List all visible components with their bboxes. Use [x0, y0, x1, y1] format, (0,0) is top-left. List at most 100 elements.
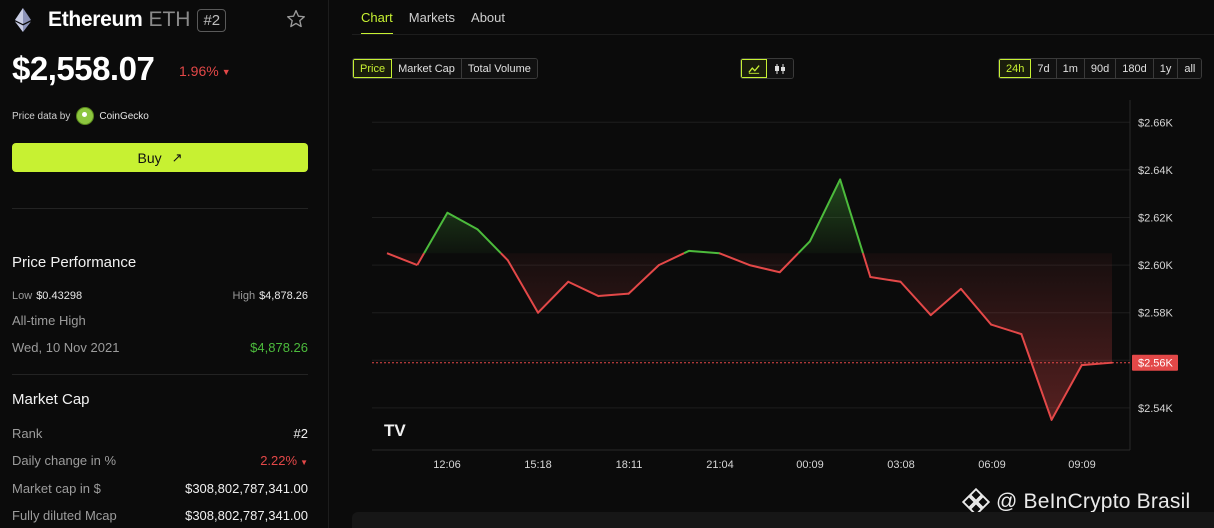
high-group: High $4,878.26	[232, 290, 308, 302]
x-tick-label: 09:09	[1068, 459, 1096, 471]
price-line-segment	[423, 212, 449, 254]
price-change-value: 1.96%	[179, 63, 219, 79]
watermark: @ BeInCrypto Brasil	[962, 488, 1190, 516]
x-tick-label: 15:18	[524, 459, 552, 471]
range-180d-button[interactable]: 180d	[1116, 59, 1154, 78]
area-above-baseline	[387, 179, 1112, 254]
tab-divider	[352, 34, 1214, 35]
price-data-label: Price data by	[12, 110, 71, 122]
price-metric-button[interactable]: Price	[353, 59, 393, 78]
x-tick-label: 06:09	[978, 459, 1006, 471]
tradingview-logo-icon: TV	[384, 421, 406, 440]
coingecko-logo-icon	[76, 107, 95, 125]
fdv-value: $308,802,787,341.00	[185, 508, 308, 523]
range-90d-button[interactable]: 90d	[1084, 59, 1117, 78]
daily-change-label: Daily change in %	[12, 453, 117, 468]
rank-value: #2	[293, 426, 308, 441]
tab-markets[interactable]: Markets	[408, 10, 456, 25]
coin-name: Ethereum	[48, 8, 143, 31]
price-line-segment	[506, 259, 540, 314]
current-price-label-bg	[1132, 354, 1178, 371]
total-volume-metric-button[interactable]: Total Volume	[461, 59, 537, 78]
buy-label: Buy	[137, 149, 162, 166]
price-line-segment	[627, 264, 660, 295]
coin-header: Ethereum ETH #2	[12, 6, 312, 34]
range-all-button[interactable]: all	[1178, 59, 1202, 78]
ath-row: Wed, 10 Nov 2021 $4,878.26	[12, 340, 308, 355]
price-line-segment	[899, 280, 932, 317]
range-1y-button[interactable]: 1y	[1153, 59, 1179, 78]
star-icon[interactable]	[286, 9, 308, 31]
price-line-segment	[748, 264, 781, 274]
tab-chart[interactable]: Chart	[361, 10, 393, 35]
x-tick-label: 00:09	[796, 459, 824, 471]
price-line-segment	[869, 276, 902, 283]
fdv-label: Fully diluted Mcap	[12, 508, 117, 523]
bottom-panel	[352, 512, 1214, 528]
price-line-segment	[537, 280, 570, 314]
beincrypto-logo-icon	[962, 488, 990, 516]
ath-label-row: All-time High	[12, 313, 308, 328]
price-line-segment	[597, 292, 630, 298]
price-data-source: Price data by CoinGecko	[12, 107, 149, 125]
price-line-segment	[500, 252, 509, 262]
x-tick-label: 03:08	[887, 459, 915, 471]
watermark-text: @ BeInCrypto Brasil	[996, 490, 1191, 513]
price-chart[interactable]: $2.56K $2.66K $2.64K $2.62K $2.60K $2.58K $2.5…	[352, 100, 1214, 480]
ath-value: $4,878.26	[250, 340, 308, 355]
low-high-row: Low $0.43298 High $4,878.26	[12, 290, 308, 302]
price-line-segment	[446, 211, 479, 231]
area-below-baseline	[387, 253, 1112, 420]
price-line-segment	[1020, 333, 1053, 421]
tab-about[interactable]: About	[471, 10, 506, 25]
y-tick-label: $2.60K	[1138, 260, 1174, 272]
market-cap-title: Market Cap	[12, 391, 90, 408]
price-line-segment	[959, 287, 993, 326]
y-tick-label: $2.58K	[1138, 308, 1174, 320]
candlestick-chart-icon[interactable]	[767, 59, 793, 78]
ath-label: All-time High	[12, 313, 86, 328]
range-24h-button[interactable]: 24h	[999, 59, 1032, 78]
low-value: $0.43298	[36, 290, 83, 302]
coin-info-panel: Ethereum ETH #2 $2,558.07 1.96% ▼ Price d…	[0, 0, 329, 528]
price-line-segment	[990, 323, 1023, 336]
coin-symbol: ETH	[148, 8, 191, 31]
price-line-segment	[808, 178, 842, 243]
down-arrow-icon: ▼	[300, 458, 308, 467]
price-line-segment	[386, 252, 418, 267]
price-line-segment	[797, 240, 811, 254]
price-line-segment	[929, 287, 962, 317]
price-change: 1.96% ▼	[179, 63, 231, 79]
time-range-selector: 24h 7d 1m 90d 180d 1y all	[998, 58, 1203, 79]
market-cap-label: Market cap in $	[12, 481, 101, 496]
range-1m-button[interactable]: 1m	[1056, 59, 1085, 78]
tab-bar: Chart Markets About	[361, 10, 505, 35]
buy-button[interactable]: Buy ↗	[12, 143, 308, 172]
daily-change: 2.22% ▼	[260, 453, 308, 468]
rank-label: Rank	[12, 426, 43, 441]
price-line-segment	[778, 252, 800, 273]
market-cap-metric-button[interactable]: Market Cap	[392, 59, 462, 78]
provider-name[interactable]: CoinGecko	[99, 110, 149, 122]
low-label: Low	[12, 290, 33, 302]
price-line-segment	[839, 179, 864, 254]
fdv-row: Fully diluted Mcap $308,802,787,341.00	[12, 508, 308, 523]
current-price: $2,558.07	[12, 50, 155, 87]
daily-change-row: Daily change in % 2.22% ▼	[12, 453, 308, 468]
y-tick-label: $2.64K	[1138, 165, 1174, 177]
price-line-segment	[567, 280, 600, 298]
x-tick-label: 12:06	[433, 459, 461, 471]
rank-row: Rank #2	[12, 426, 308, 441]
price-performance-title: Price Performance	[12, 254, 137, 271]
y-tick-label: $2.66K	[1138, 117, 1174, 129]
ath-date: Wed, 10 Nov 2021	[12, 340, 120, 355]
price-line-segment	[1050, 364, 1083, 421]
price-line-segment	[718, 252, 750, 267]
x-tick-label: 21:04	[706, 459, 734, 471]
line-chart-icon[interactable]	[741, 59, 767, 78]
high-label: High	[232, 290, 256, 302]
price-line-segment	[476, 228, 502, 254]
ethereum-logo-icon	[12, 7, 34, 33]
range-7d-button[interactable]: 7d	[1031, 59, 1057, 78]
x-tick-label: 18:11	[616, 459, 643, 471]
